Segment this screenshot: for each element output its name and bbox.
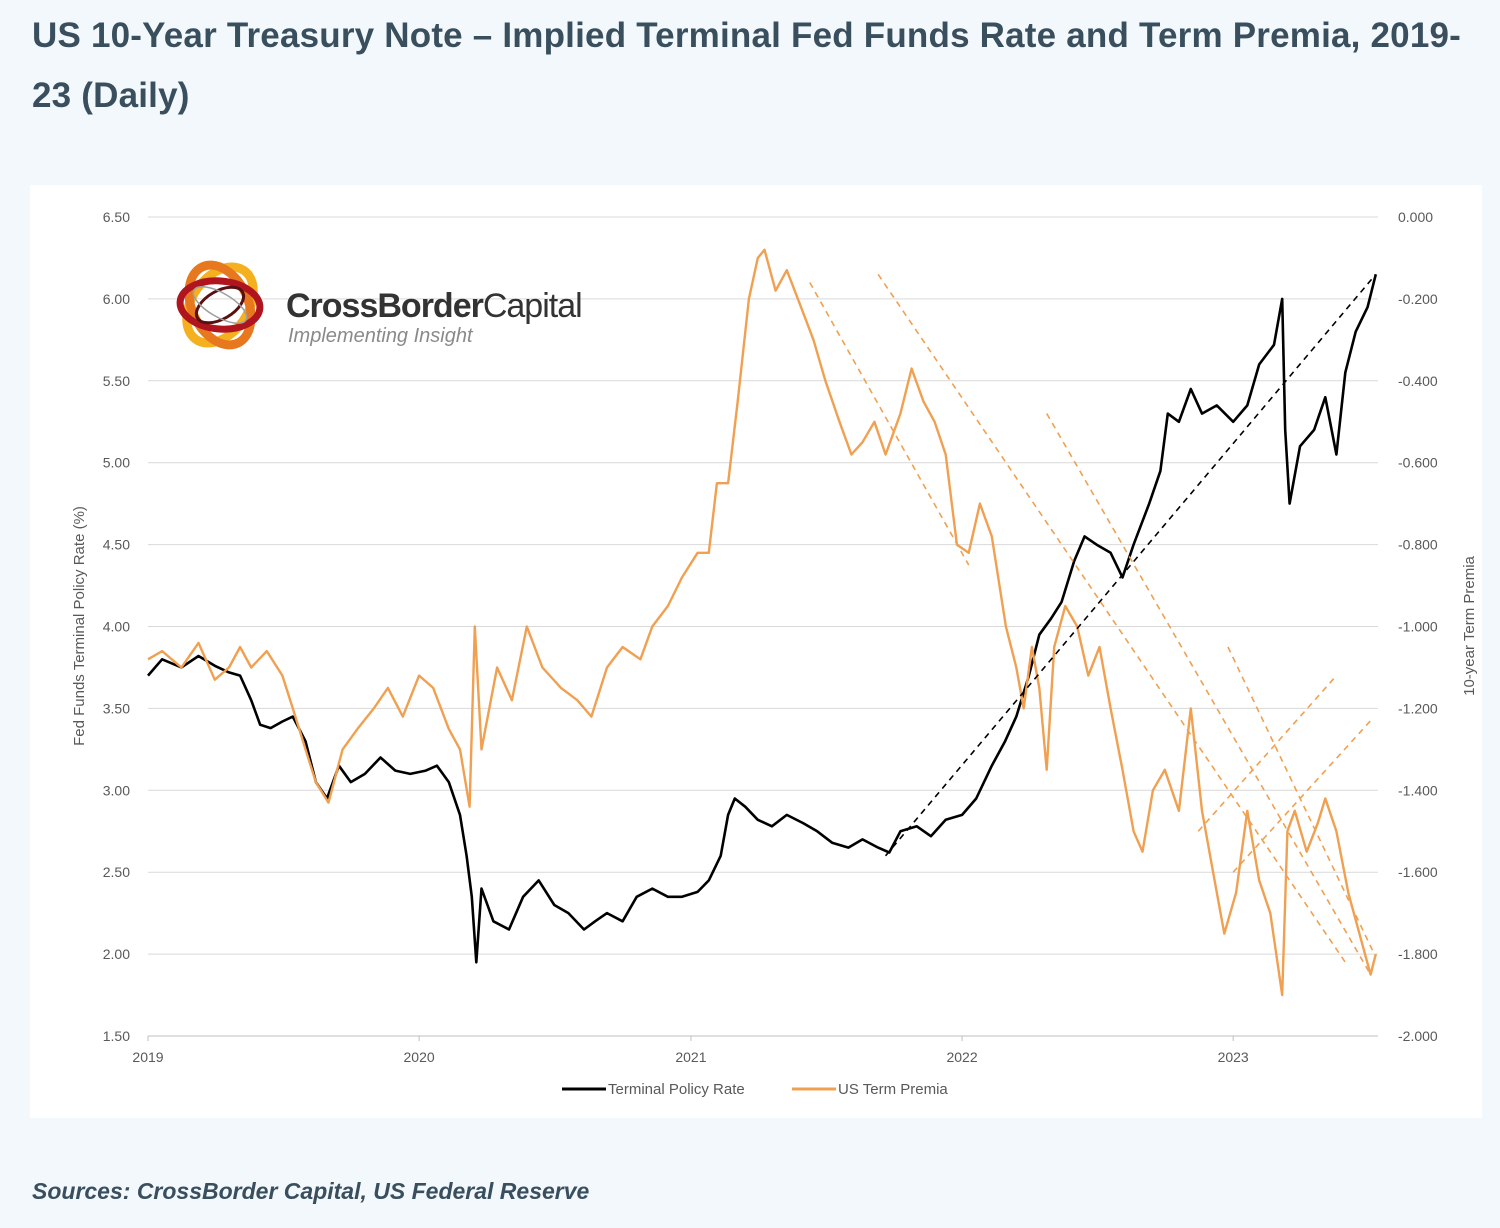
legend-label-policy-rate: Terminal Policy Rate <box>608 1081 745 1098</box>
trendline <box>1046 413 1372 975</box>
y2-axis-label: 10-year Term Premia <box>1461 555 1478 695</box>
y2-tick-label: -0.400 <box>1398 373 1438 389</box>
right-axis-tick-labels: 0.000 -0.200 -0.400 -0.600 -0.800 -1.000 -1.20… <box>1398 209 1438 1044</box>
y-tick-label: 3.50 <box>103 700 130 716</box>
brand-tagline: Implementing Insight <box>288 325 474 347</box>
y-tick-label: 6.00 <box>103 291 130 307</box>
y2-tick-label: -0.600 <box>1398 455 1438 471</box>
x-tick-label: 2021 <box>675 1049 706 1065</box>
trendline <box>1232 720 1372 873</box>
x-tick-label: 2019 <box>132 1049 163 1065</box>
y2-tick-label: -2.000 <box>1398 1028 1438 1044</box>
y2-tick-label: -1.000 <box>1398 619 1438 635</box>
chart: 6.50 6.00 5.50 5.00 4.50 4.00 3.50 3.00 2.50 2.00… <box>71 209 1478 1098</box>
x-axis-tick-labels: 2019 2020 2021 2022 2023 <box>132 1036 1249 1065</box>
trendline <box>1227 646 1376 955</box>
series-line-us-term-premia <box>147 248 1377 997</box>
y2-tick-label: -1.600 <box>1398 864 1438 880</box>
brand-name-light: Capital <box>483 287 582 325</box>
x-tick-label: 2020 <box>404 1049 435 1065</box>
x-tick-label: 2022 <box>946 1049 977 1065</box>
y2-tick-label: -1.800 <box>1398 946 1438 962</box>
y2-tick-label: -0.200 <box>1398 291 1438 307</box>
trendline <box>809 282 970 566</box>
trendline <box>877 273 1346 963</box>
trendline <box>1197 675 1338 832</box>
y-tick-label: 5.00 <box>103 455 130 471</box>
y2-tick-label: -0.800 <box>1398 537 1438 553</box>
page-title: US 10-Year Treasury Note – Implied Termi… <box>32 16 1462 115</box>
series-line-terminal-policy-rate <box>147 273 1378 964</box>
trendlines-group <box>809 273 1377 975</box>
svg-text:CrossBorderCapital: CrossBorderCapital <box>286 287 582 325</box>
y-tick-label: 2.00 <box>103 946 130 962</box>
series-group <box>147 248 1378 997</box>
brand-logo: CrossBorderCapital Implementing Insight <box>176 260 583 350</box>
y2-tick-label: -1.400 <box>1398 782 1438 798</box>
chart-panel: 6.50 6.00 5.50 5.00 4.50 4.00 3.50 3.00 2.50 2.00… <box>30 185 1482 1118</box>
y-tick-label: 1.50 <box>103 1028 130 1044</box>
y-tick-label: 2.50 <box>103 864 130 880</box>
y-tick-label: 4.50 <box>103 537 130 553</box>
y-tick-label: 6.50 <box>103 209 130 225</box>
trendline <box>884 273 1377 857</box>
y-tick-label: 5.50 <box>103 373 130 389</box>
legend-label-term-premia: US Term Premia <box>838 1081 948 1098</box>
left-axis-tick-labels: 6.50 6.00 5.50 5.00 4.50 4.00 3.50 3.00 2.50 2.00… <box>103 209 130 1044</box>
brand-name-bold: CrossBorder <box>286 287 484 325</box>
x-tick-label: 2023 <box>1218 1049 1249 1065</box>
legend: Terminal Policy Rate US Term Premia <box>562 1081 948 1098</box>
y-tick-label: 4.00 <box>103 619 130 635</box>
y2-tick-label: -1.200 <box>1398 700 1438 716</box>
interlocking-rings-logo <box>176 260 264 350</box>
y-axis-label: Fed Funds Terminal Policy Rate (%) <box>71 506 88 746</box>
y2-tick-label: 0.000 <box>1398 209 1433 225</box>
y-tick-label: 3.00 <box>103 782 130 798</box>
sources-footer: Sources: CrossBorder Capital, US Federal… <box>32 1178 590 1204</box>
